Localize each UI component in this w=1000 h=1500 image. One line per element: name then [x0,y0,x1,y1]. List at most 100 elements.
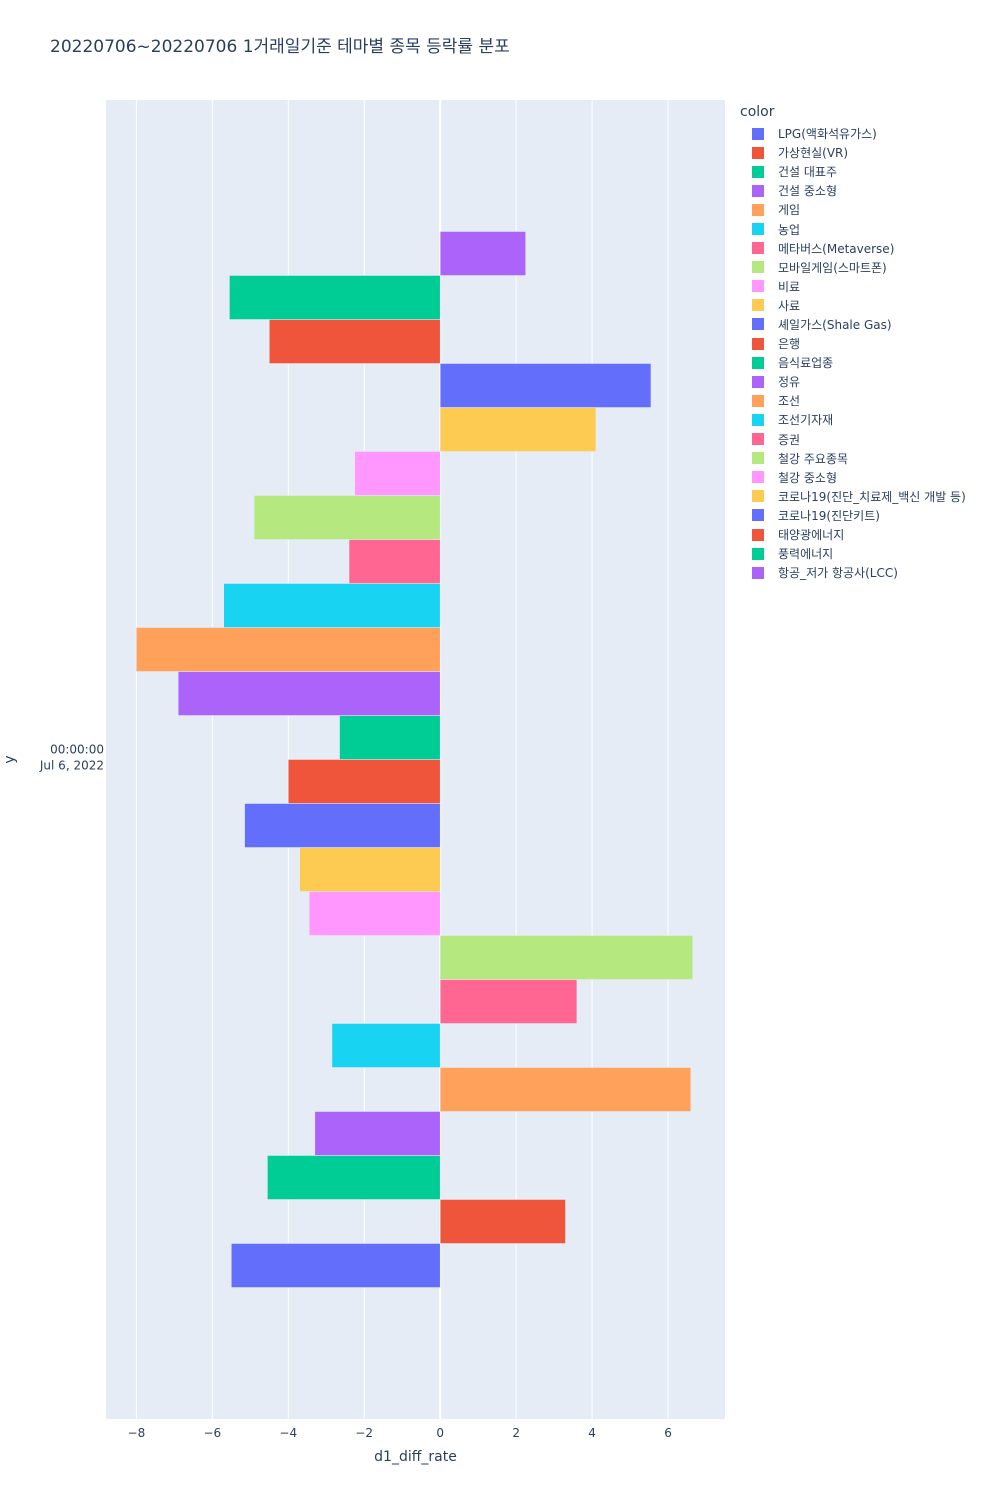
x-tick-label: −8 [128,1426,146,1440]
legend-item[interactable]: 모바일게임(스마트폰) [740,258,966,277]
bar[interactable] [229,275,441,320]
bar[interactable] [314,1111,441,1156]
y-tick-label-time: 00:00:00 [50,743,104,757]
legend-item[interactable]: 태양광에너지 [740,525,966,544]
legend-label: 증권 [778,432,801,447]
bar[interactable] [439,363,652,408]
legend-swatch [752,165,764,178]
legend-label: 게임 [778,203,801,218]
bar[interactable] [439,935,693,980]
bar[interactable] [244,803,441,848]
bar[interactable] [269,319,441,364]
bar[interactable] [253,495,441,540]
legend-item[interactable]: LPG(액화석유가스) [740,124,966,143]
bar[interactable] [339,715,441,760]
legend-item[interactable]: 가상현실(VR) [740,143,966,162]
legend-item[interactable]: 항공_저가 항공사(LCC) [740,563,966,582]
legend-label: 모바일게임(스마트폰) [778,260,887,275]
legend-swatch [752,356,764,369]
bar[interactable] [439,407,597,452]
legend-item[interactable]: 비료 [740,277,966,296]
legend-label: 농업 [778,222,801,237]
legend-item[interactable]: 셰일가스(Shale Gas) [740,315,966,334]
legend-swatch [752,566,764,579]
bar[interactable] [231,1243,441,1288]
legend-swatch [752,146,764,159]
legend-swatch [752,318,764,331]
x-tick-label: 0 [436,1426,444,1440]
x-tick-label: 2 [512,1426,520,1440]
legend-item[interactable]: 철강 주요종목 [740,449,966,468]
legend-label: LPG(액화석유가스) [778,127,877,142]
legend-swatch [752,490,764,503]
legend-swatch [752,242,764,255]
legend-label: 메타버스(Metaverse) [778,241,895,256]
legend-item[interactable]: 건설 대표주 [740,162,966,181]
legend-label: 태양광에너지 [778,528,845,543]
legend-title: color [740,104,775,120]
bar[interactable] [439,1067,692,1112]
legend-label: 사료 [778,298,801,313]
bar[interactable] [223,583,441,628]
x-axis-label: d1_diff_rate [374,1449,457,1465]
legend-item[interactable]: 음식료업종 [740,353,966,372]
bar[interactable] [267,1155,441,1200]
y-axis-label: y [2,755,18,763]
bar[interactable] [439,231,526,276]
bar[interactable] [136,627,441,672]
legend-item[interactable]: 조선 [740,391,966,410]
bar[interactable] [177,671,441,716]
legend-item[interactable]: 사료 [740,296,966,315]
legend-swatch [752,471,764,484]
bar[interactable] [288,759,441,804]
legend-swatch [752,509,764,522]
legend-item[interactable]: 건설 중소형 [740,181,966,200]
bar[interactable] [348,539,441,584]
legend-swatch [752,203,764,216]
legend-swatch [752,184,764,197]
legend-item[interactable]: 정유 [740,372,966,391]
bar[interactable] [354,451,441,496]
x-tick-label: 6 [664,1426,672,1440]
legend-item[interactable]: 메타버스(Metaverse) [740,239,966,258]
legend-item[interactable]: 농업 [740,219,966,238]
bar[interactable] [299,847,441,892]
legend-swatch [752,413,764,426]
legend-swatch [752,127,764,140]
legend-label: 건설 중소형 [778,184,838,199]
legend-label: 조선기자재 [778,413,834,428]
legend-label: 음식료업종 [778,356,834,371]
y-tick-label-date: Jul 6, 2022 [39,759,104,773]
legend-label: 비료 [778,279,801,294]
legend-swatch [752,299,764,312]
bars [136,231,693,1288]
legend-swatch [752,547,764,560]
legend-swatch [752,528,764,541]
legend-item[interactable]: 코로나19(진단키트) [740,506,966,525]
legend-item[interactable]: 은행 [740,334,966,353]
legend-item[interactable]: 증권 [740,430,966,449]
legend-item[interactable]: 게임 [740,200,966,219]
x-tick-label: −4 [279,1426,297,1440]
legend-label: 정유 [778,375,801,390]
legend-swatch [752,261,764,274]
legend-item[interactable]: 조선기자재 [740,410,966,429]
bar[interactable] [308,891,441,936]
legend-item[interactable]: 풍력에너지 [740,544,966,563]
bar[interactable] [439,979,578,1024]
legend-item[interactable]: 철강 중소형 [740,468,966,487]
legend-swatch [752,375,764,388]
legend-item[interactable]: 코로나19(진단_치료제_백신 개발 등) [740,487,966,506]
legend-label: 조선 [778,394,801,409]
legend-label: 가상현실(VR) [778,146,849,161]
legend-swatch [752,280,764,293]
bar[interactable] [331,1023,441,1068]
chart-title: 20220706~20220706 1거래일기준 테마별 종목 등락률 분포 [50,37,510,57]
legend-label: 코로나19(진단키트) [778,508,880,523]
legend-swatch [752,394,764,407]
x-tick-label: −2 [355,1426,373,1440]
bar[interactable] [439,1199,566,1244]
